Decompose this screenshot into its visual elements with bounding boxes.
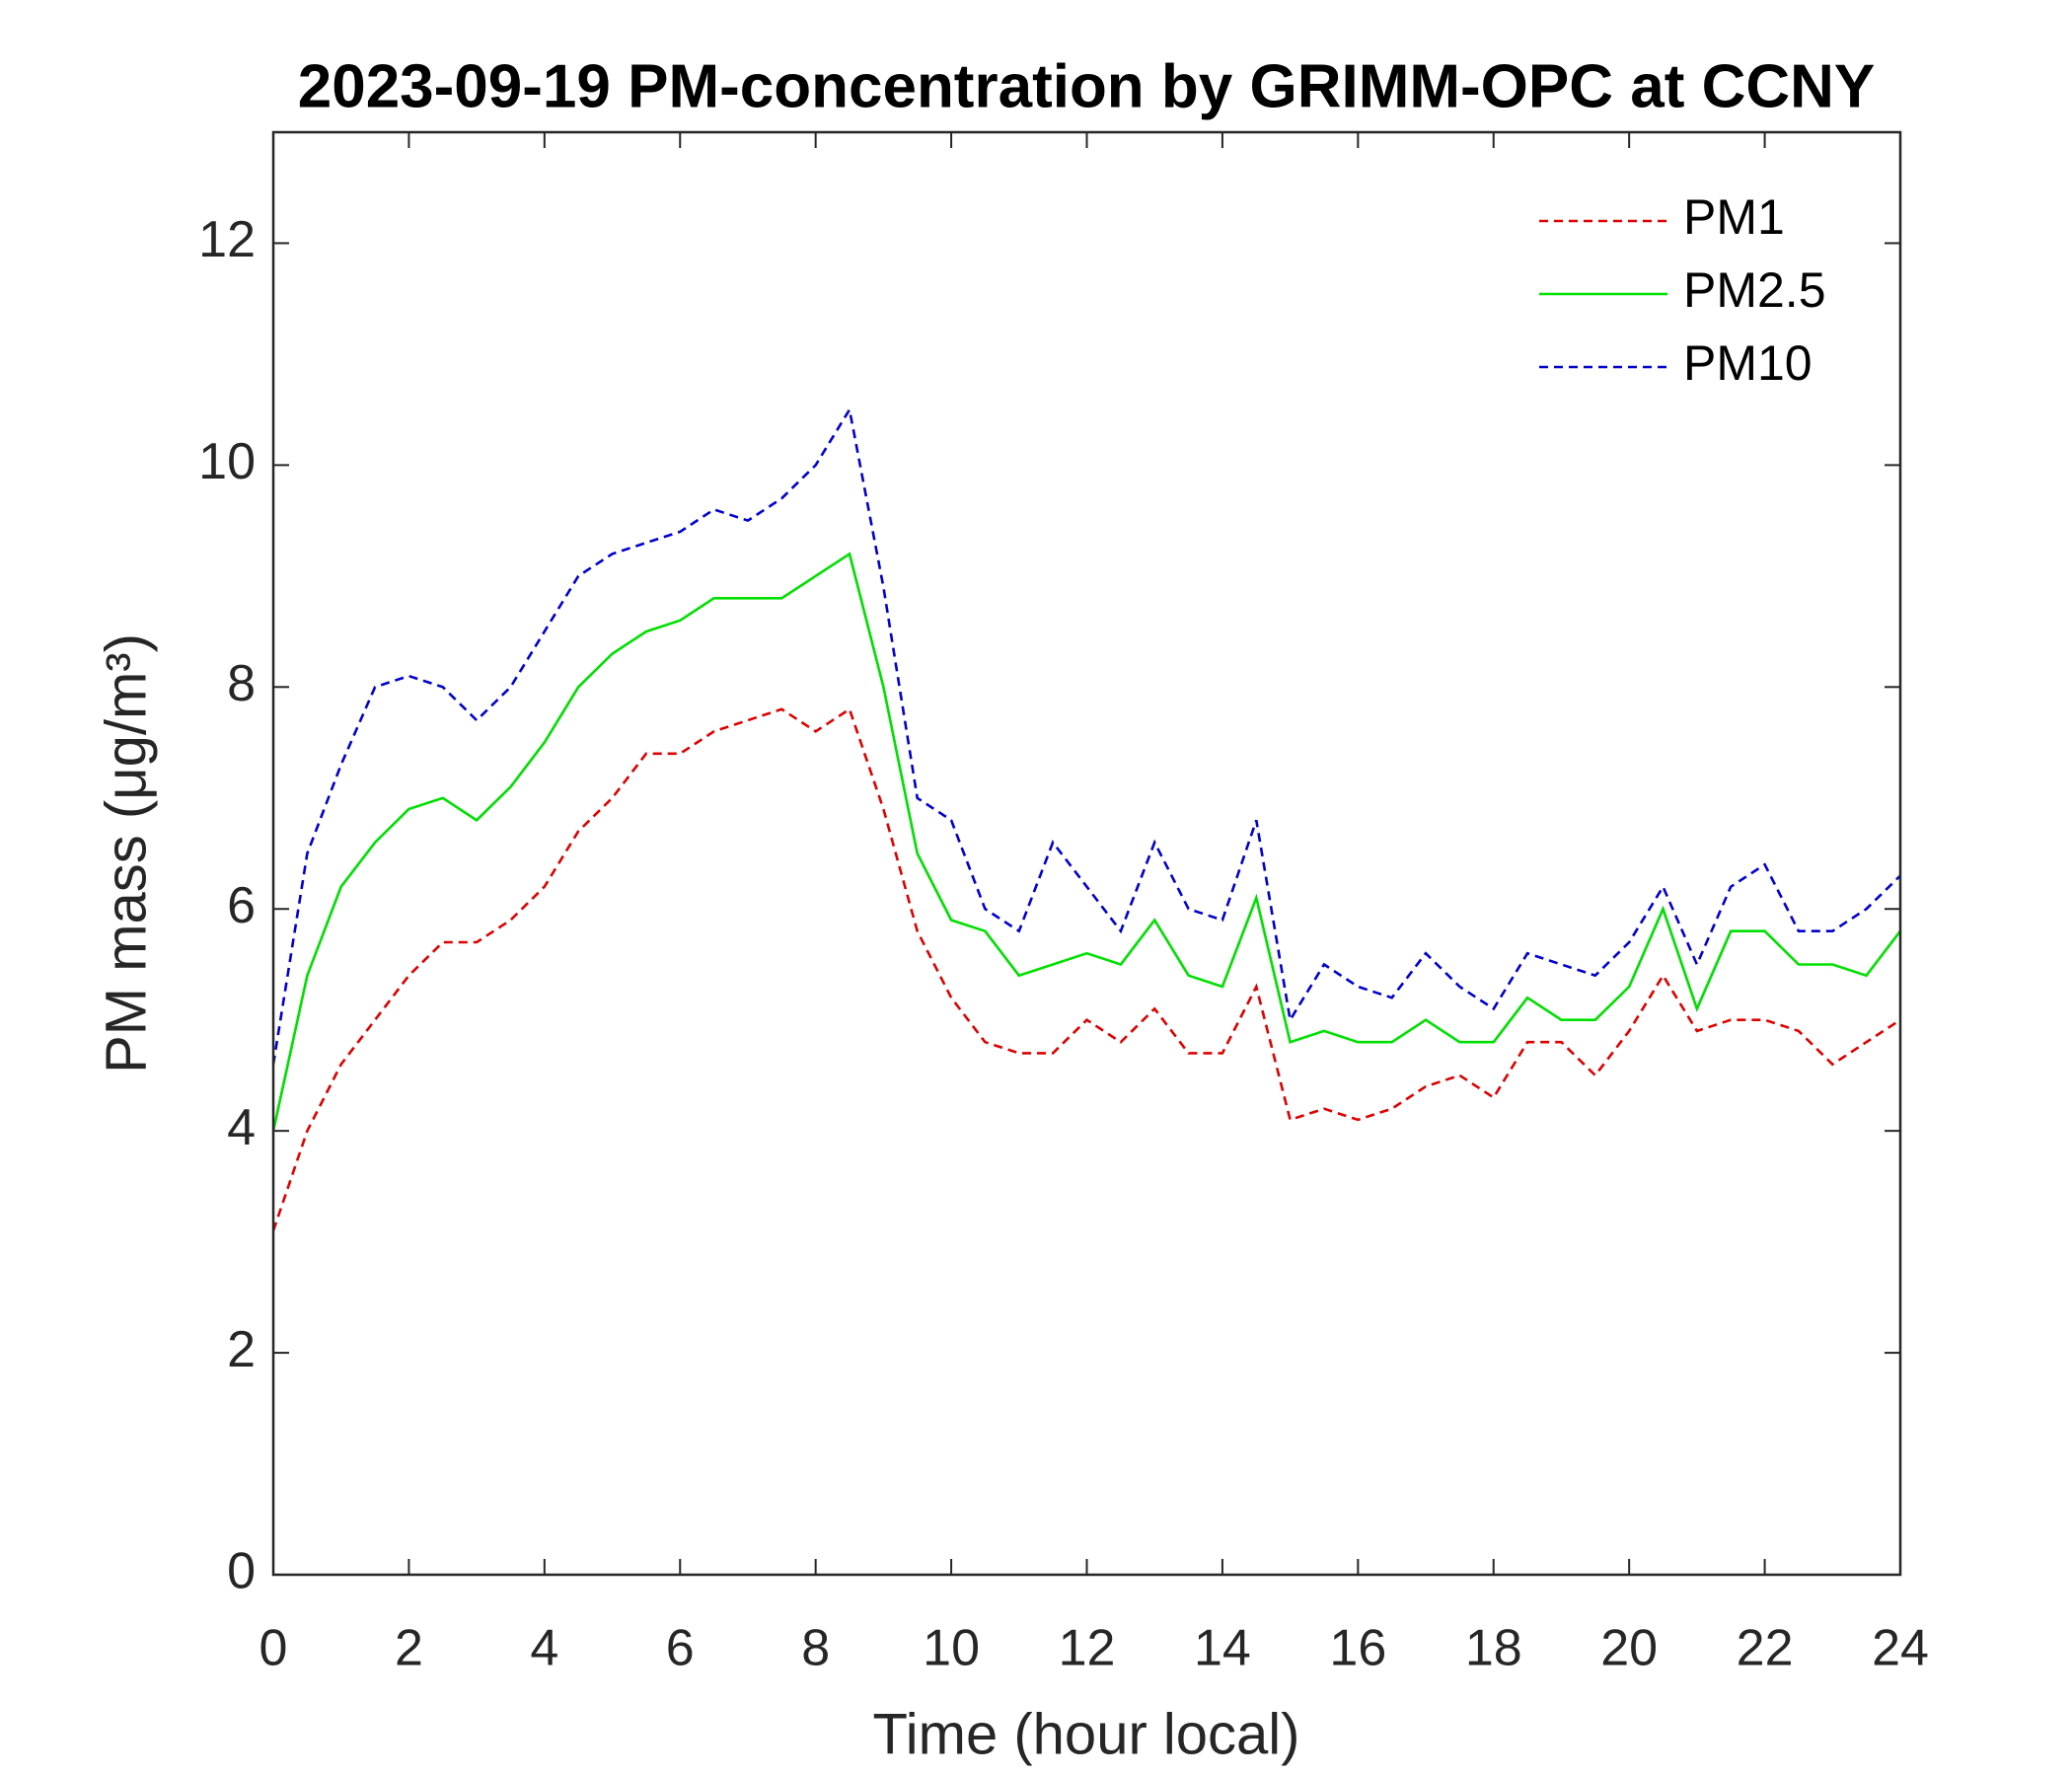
x-tick-label: 6 — [666, 1620, 695, 1677]
x-tick-label: 0 — [259, 1620, 288, 1677]
series-line — [271, 706, 1901, 1231]
y-tick-label: 12 — [198, 211, 256, 268]
x-axis-label: Time (hour local) — [873, 1702, 1300, 1766]
x-tick-label: 18 — [1465, 1620, 1522, 1677]
y-tick-label: 2 — [227, 1321, 256, 1378]
legend-label: PM2.5 — [1683, 262, 1826, 318]
x-tick-label: 14 — [1194, 1620, 1251, 1677]
x-tick-label: 20 — [1600, 1620, 1658, 1677]
x-tick-label: 24 — [1872, 1620, 1929, 1677]
y-tick-label: 0 — [227, 1543, 256, 1600]
x-tick-label: 16 — [1329, 1620, 1386, 1677]
legend-label: PM1 — [1683, 189, 1785, 245]
legend-label: PM10 — [1683, 335, 1813, 391]
x-tick-label: 8 — [801, 1620, 830, 1677]
series-line — [271, 406, 1901, 1065]
y-axis-label: PM mass (μg/m³) — [94, 633, 158, 1073]
x-tick-label: 10 — [923, 1620, 980, 1677]
y-tick-label: 4 — [227, 1099, 256, 1156]
y-tick-label: 10 — [198, 433, 256, 490]
x-tick-label: 12 — [1059, 1620, 1116, 1677]
chart-title: 2023-09-19 PM-concentration by GRIMM-OPC… — [298, 52, 1876, 120]
x-tick-label: 4 — [530, 1620, 558, 1677]
y-tick-label: 8 — [227, 655, 256, 712]
y-tick-label: 6 — [227, 877, 256, 934]
series-line — [271, 552, 1902, 1132]
plot-frame — [271, 130, 1902, 1577]
x-tick-label: 2 — [395, 1620, 423, 1677]
x-tick-label: 22 — [1737, 1620, 1794, 1677]
